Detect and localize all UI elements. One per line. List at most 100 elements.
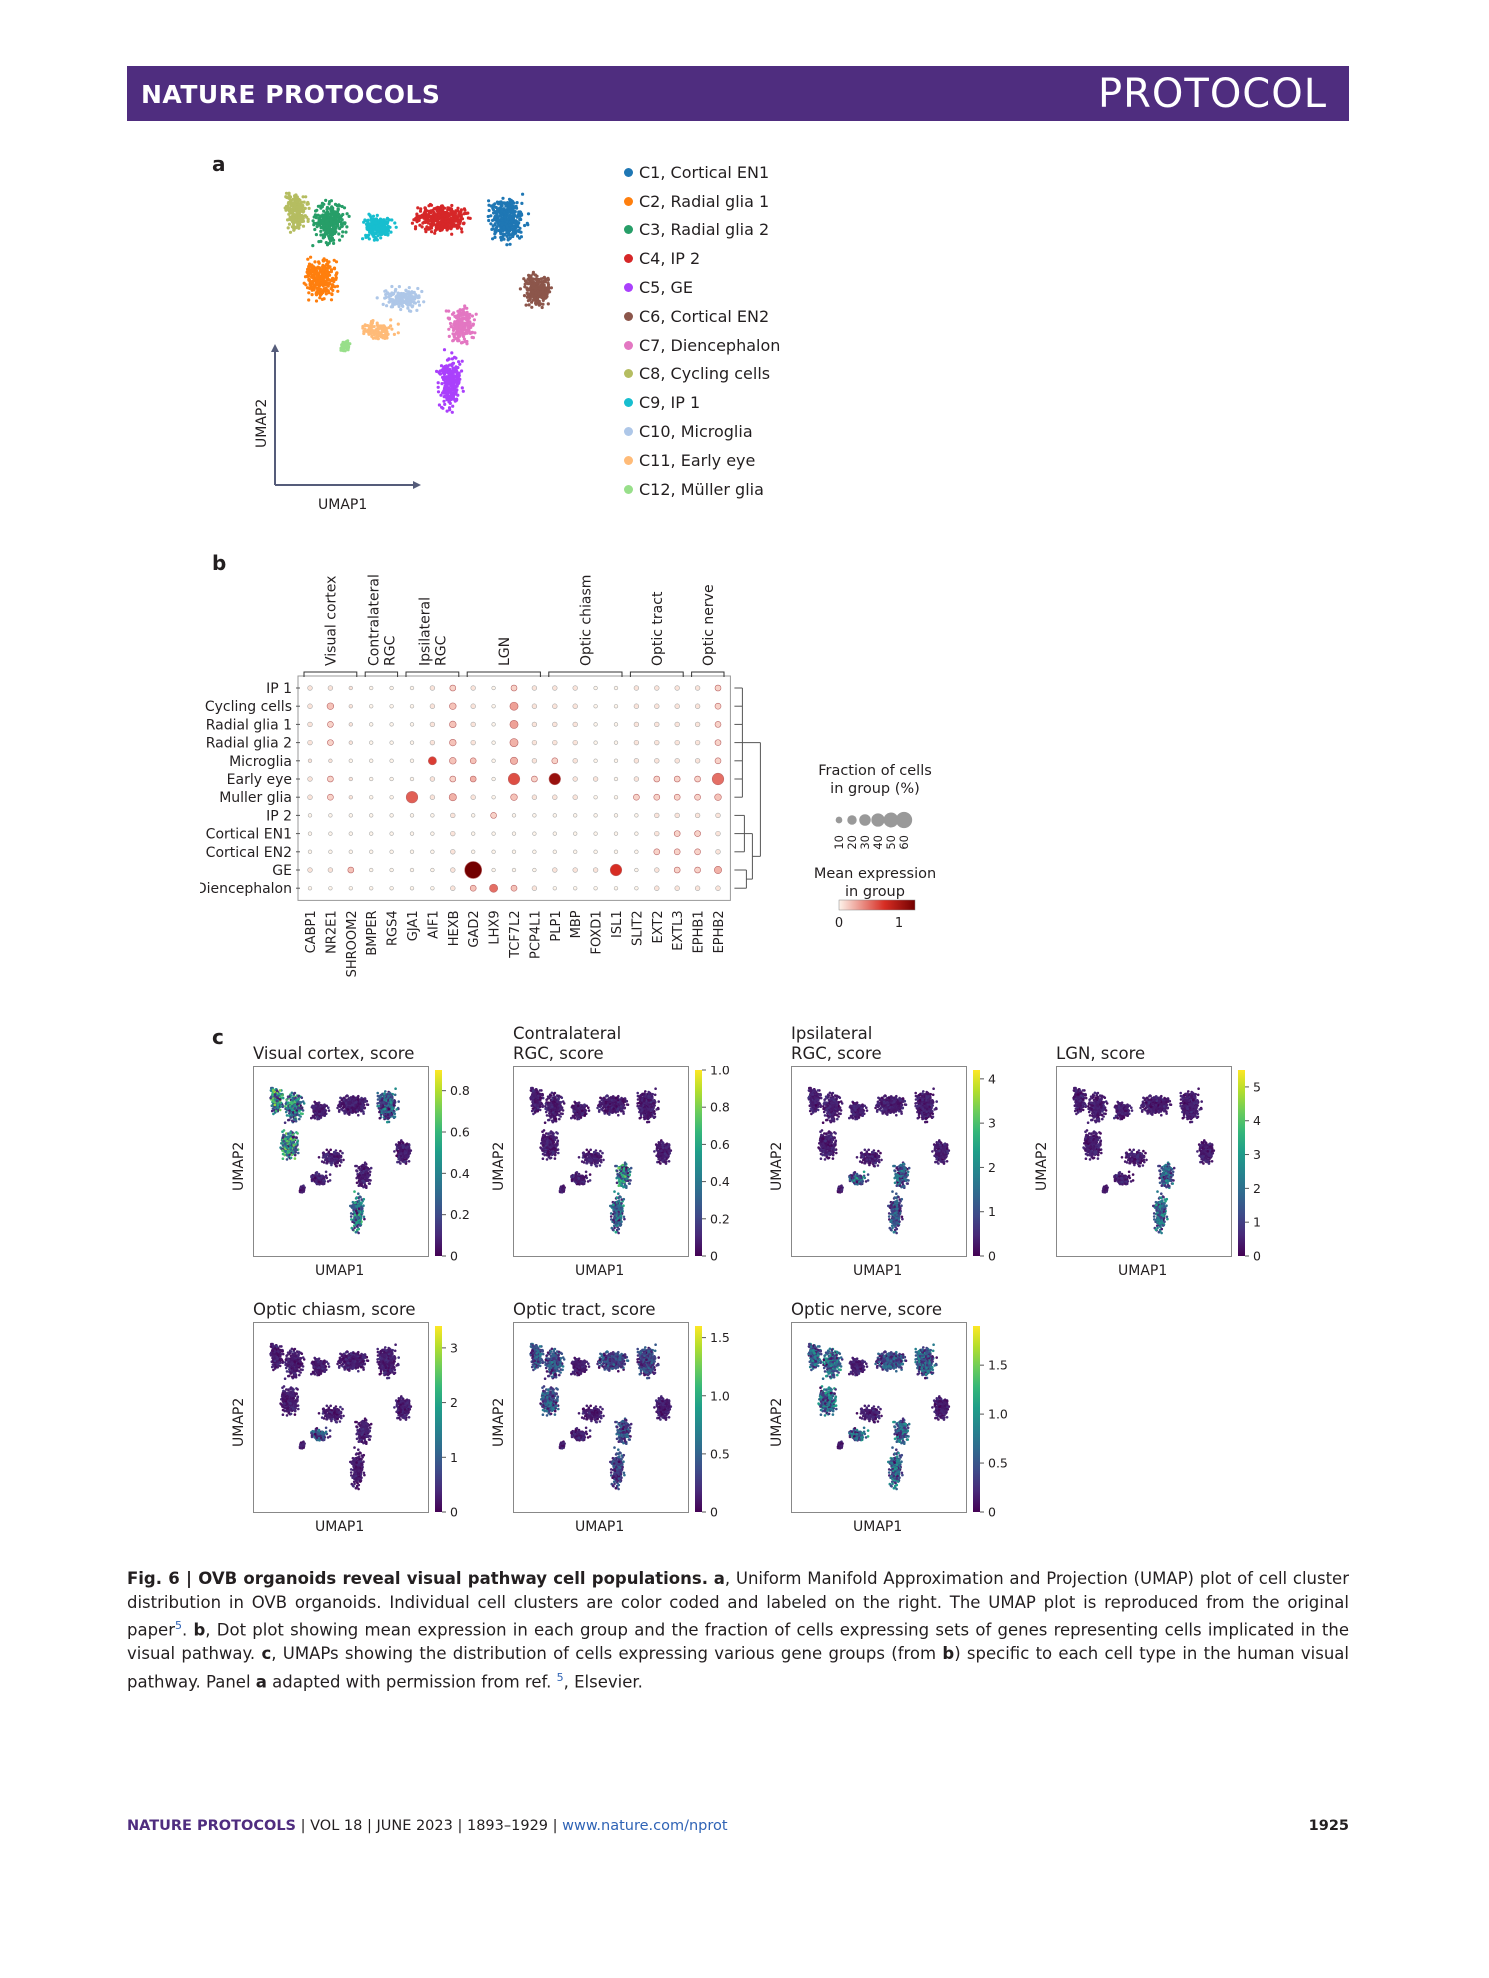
dot-mark: [327, 793, 334, 801]
cell-point: [337, 203, 341, 207]
cell-point: [450, 203, 454, 208]
cell-point: [337, 218, 341, 222]
cell-point: [374, 218, 378, 222]
dot-mark: [348, 849, 353, 854]
dot-mark: [694, 830, 701, 837]
cell-point: [337, 212, 341, 217]
cell-point: [393, 1115, 397, 1119]
cell-point: [444, 383, 448, 387]
cell-point: [295, 211, 299, 215]
cell-point: [341, 1101, 345, 1104]
cell-point: [288, 1153, 291, 1157]
cell-point: [312, 288, 316, 292]
cell-point: [394, 287, 398, 292]
cell-point: [387, 1107, 391, 1111]
dot-mark: [449, 720, 457, 729]
cell-point: [410, 221, 414, 225]
cell-point: [317, 1101, 321, 1104]
cell-point: [442, 372, 446, 376]
cell-point: [386, 232, 390, 236]
cell-point: [533, 298, 537, 302]
dot-mark: [634, 886, 639, 891]
cell-point: [302, 281, 306, 285]
cell-point: [301, 224, 306, 228]
cell-point: [420, 225, 424, 229]
cell-point: [518, 287, 522, 291]
size-legend-tick: 50: [884, 835, 898, 850]
cell-point: [285, 1098, 288, 1102]
cell-point: [362, 1112, 365, 1115]
cell-point: [285, 1158, 289, 1161]
cell-point: [300, 200, 304, 204]
cell-point: [520, 201, 524, 205]
dot-mark: [348, 795, 353, 800]
legend-dot-icon: [624, 196, 633, 206]
cell-point: [462, 207, 466, 211]
cell-point: [505, 219, 509, 224]
cell-point: [507, 227, 511, 231]
cell-point: [349, 1096, 353, 1100]
cell-point: [349, 1109, 352, 1112]
cell-point: [538, 303, 542, 307]
cell-point: [396, 291, 400, 295]
dot-mark: [347, 866, 355, 874]
cell-point: [499, 232, 503, 236]
dot-mark: [509, 720, 519, 729]
umap-a-xlabel: UMAP1: [318, 497, 367, 513]
dot-mark: [491, 722, 496, 727]
dot-mark: [389, 886, 394, 891]
cell-point: [342, 345, 346, 349]
cell-point: [281, 1130, 284, 1133]
dot-mark: [551, 757, 559, 765]
cell-point: [322, 202, 326, 206]
cell-point: [512, 225, 516, 230]
dot-mark: [327, 685, 334, 691]
cell-point: [329, 268, 334, 272]
cell-point: [284, 191, 289, 195]
cell-point: [390, 284, 394, 289]
color-legend-bar: [838, 899, 916, 911]
dot-mark: [348, 704, 353, 709]
cell-point: [378, 1116, 382, 1120]
dot-mark: [449, 757, 457, 765]
cell-point: [493, 214, 497, 218]
cell-point: [348, 1102, 352, 1105]
cell-point: [446, 219, 450, 223]
cell-point: [315, 1107, 318, 1110]
cell-point: [311, 219, 315, 223]
dot-mark: [593, 740, 598, 745]
cell-point: [354, 1096, 358, 1099]
cell-point: [341, 1109, 344, 1112]
cell-point: [447, 406, 452, 410]
cell-point: [491, 237, 495, 241]
dot-mark: [470, 685, 476, 691]
cell-point: [387, 295, 391, 299]
cell-point: [435, 225, 439, 229]
cell-point: [311, 265, 315, 269]
cell-point: [412, 290, 416, 294]
legend-item: C9, IP 1: [624, 388, 780, 417]
cell-point: [292, 201, 296, 205]
dot-mark: [592, 867, 599, 873]
dot-mark: [714, 793, 722, 801]
cell-point: [381, 324, 385, 328]
dot-mark: [429, 721, 436, 728]
cell-point: [293, 1117, 297, 1121]
cell-point: [443, 220, 447, 224]
cell-point: [519, 210, 523, 214]
cell-point: [376, 1091, 379, 1095]
dot-mark: [714, 739, 722, 746]
dot-mark: [491, 795, 496, 800]
cell-point: [446, 206, 450, 210]
dot-mark: [348, 831, 353, 836]
cell-point: [337, 232, 341, 236]
cell-point: [290, 1091, 294, 1095]
cell-point: [336, 289, 340, 293]
legend-item: C6, Cortical EN2: [624, 302, 780, 331]
cell-point: [332, 266, 337, 270]
dot-mark: [307, 721, 313, 728]
dot-mark: [673, 793, 681, 801]
cell-point: [451, 404, 455, 408]
dot-mark: [470, 794, 476, 800]
cell-point: [418, 209, 423, 213]
